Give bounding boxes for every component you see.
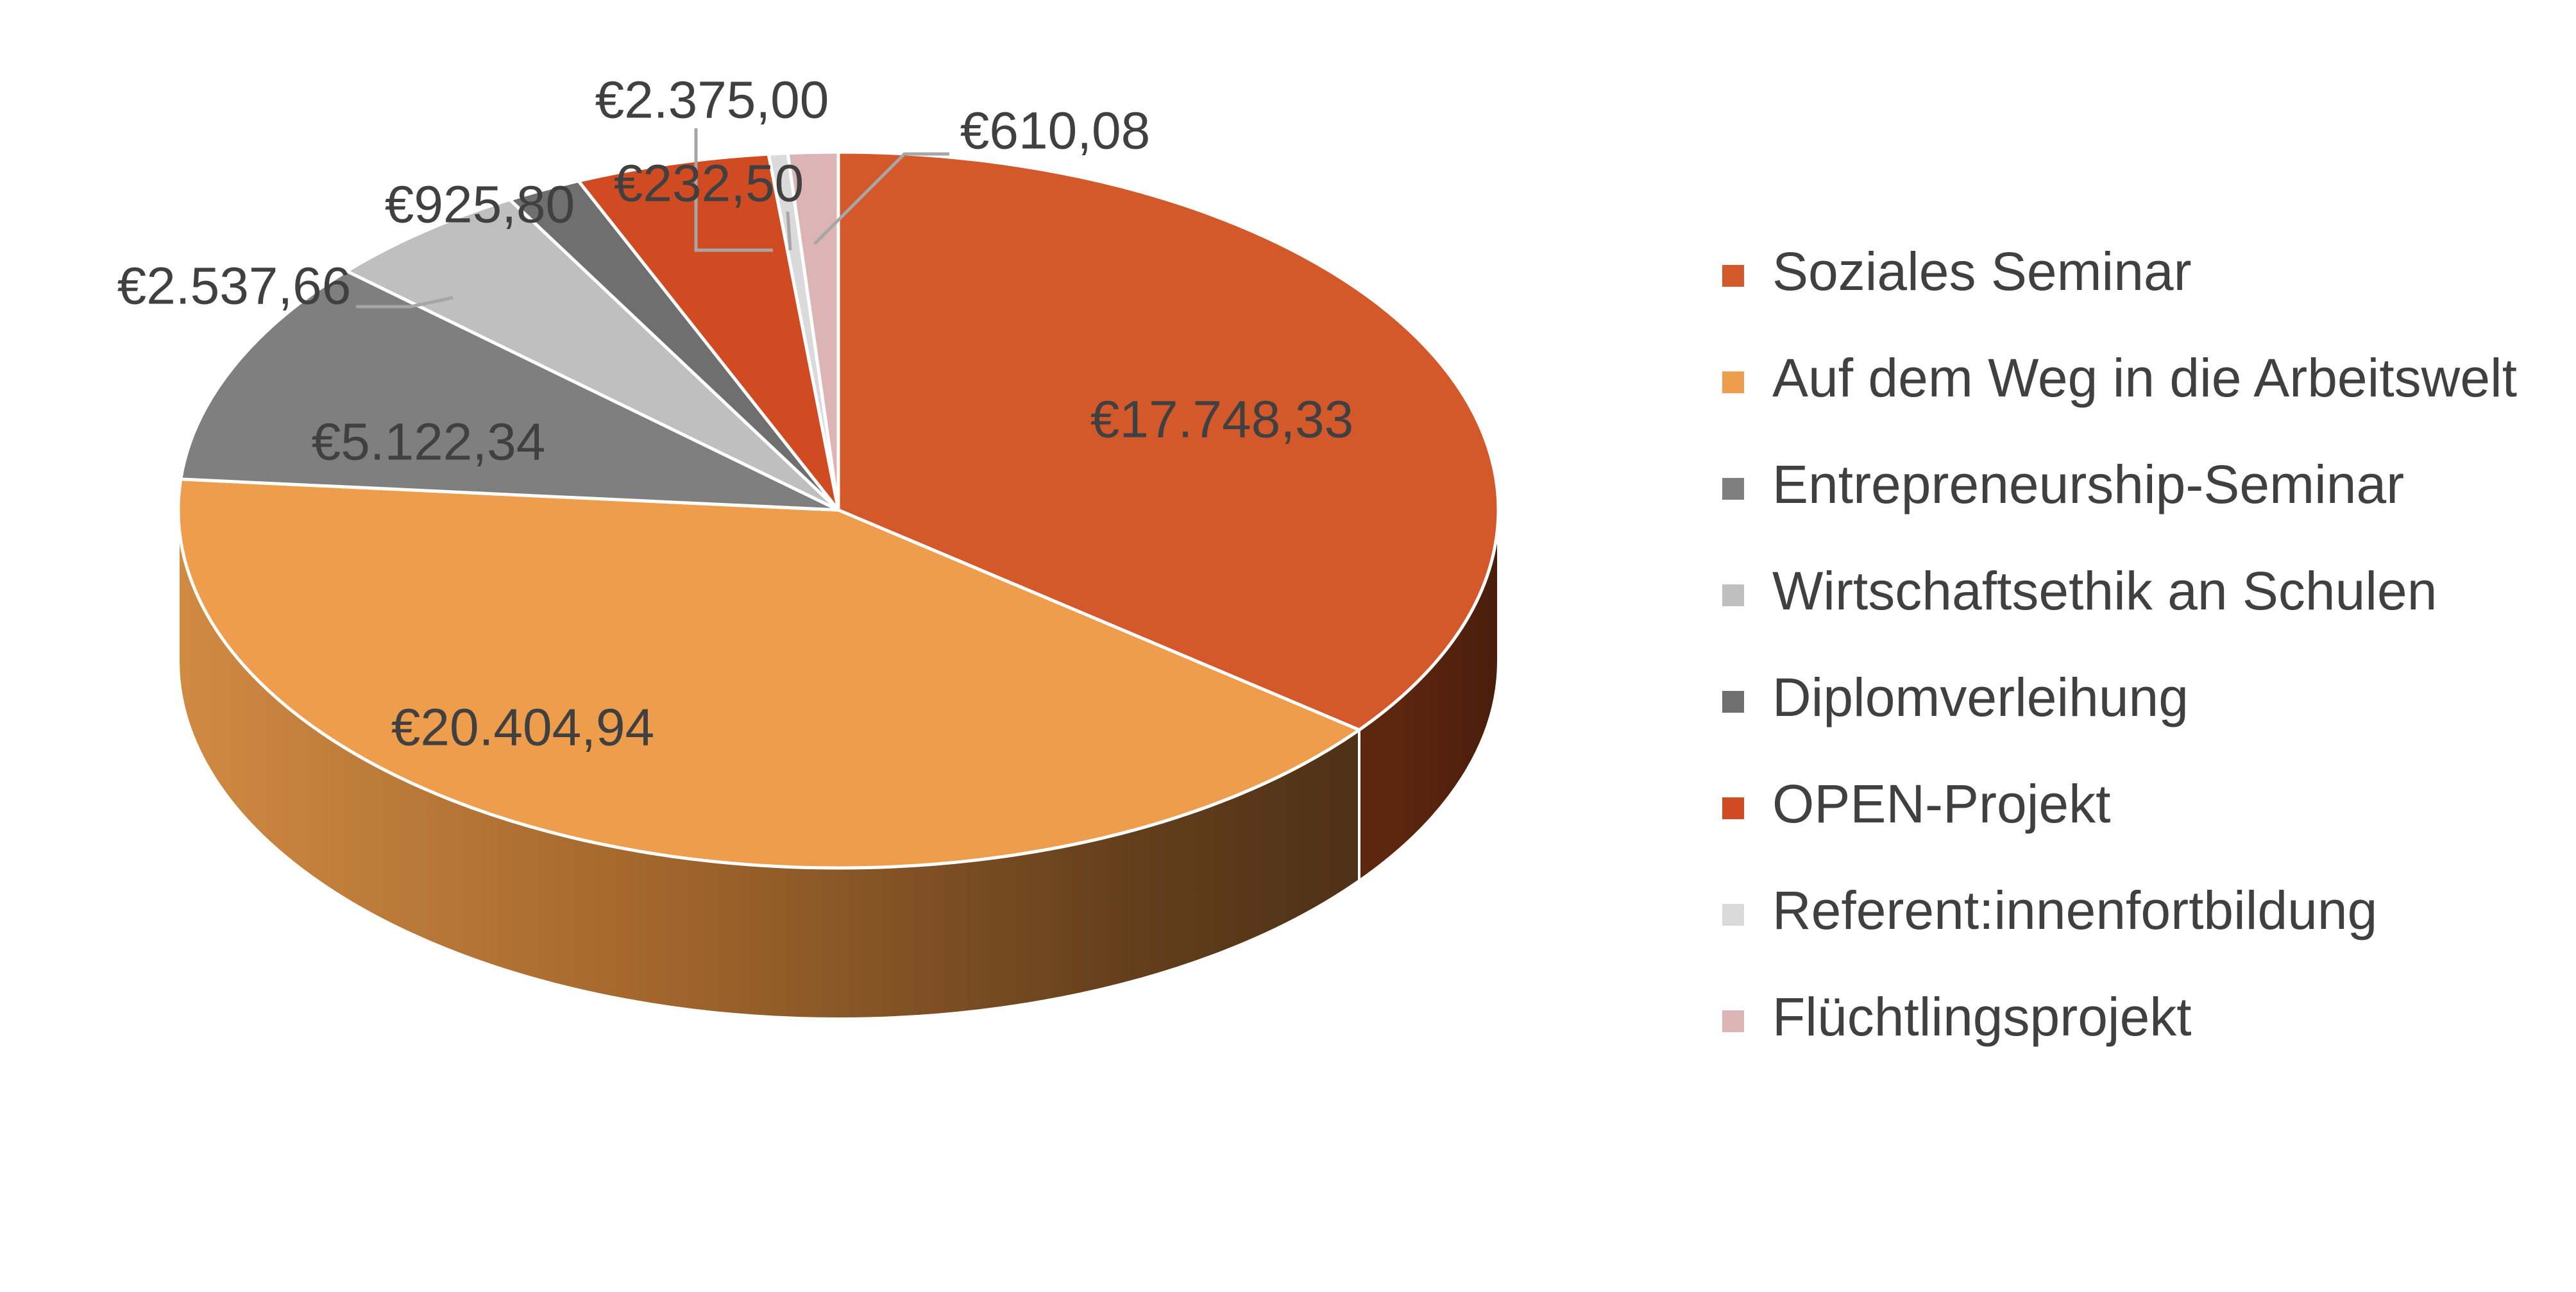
pie-slice-wirtschaftsethik-an-schulen[interactable]: [345, 198, 840, 512]
legend-label: Diplomverleihung: [1772, 667, 2189, 727]
data-labels: €17.748,33 €20.404,94 €5.122,34 €2.537,66 €9…: [117, 71, 1354, 757]
legend-item-soziales-seminar[interactable]: Soziales Seminar: [1722, 241, 2192, 302]
legend-label: Wirtschaftsethik an Schulen: [1772, 561, 2437, 621]
legend-label: Entrepreneurship-Seminar: [1772, 454, 2404, 514]
data-label-fluechtlingsprojekt: €610,08: [960, 102, 1150, 160]
leader-line-wirtschaftsethik-an-schulen: [356, 296, 453, 309]
legend-item-fluechtlingsprojekt[interactable]: Flüchtlingsprojekt: [1722, 987, 2192, 1047]
leader-line-referent-innenfortbildung: [786, 211, 792, 251]
legend: Soziales Seminar Auf dem Weg in die Arbei…: [1722, 241, 2517, 1047]
data-label-soziales-seminar: €17.748,33: [1090, 391, 1353, 449]
legend-item-referent-innenfortbildung[interactable]: Referent:innenfortbildung: [1722, 880, 2377, 940]
legend-swatch: [1722, 584, 1744, 606]
pie-slices: [176, 150, 1500, 870]
data-label-auf-dem-weg-in-die-arbeitswelt: €20.404,94: [391, 699, 654, 757]
legend-item-wirtschaftsethik-an-schulen[interactable]: Wirtschaftsethik an Schulen: [1722, 561, 2437, 621]
pie-slice-fluechtlingsprojekt[interactable]: [786, 150, 840, 512]
legend-swatch: [1722, 1010, 1744, 1032]
legend-item-auf-dem-weg-in-die-arbeitswelt[interactable]: Auf dem Weg in die Arbeitswelt: [1722, 348, 2517, 408]
data-label-entrepreneurship-seminar: €5.122,34: [312, 413, 546, 472]
legend-label: OPEN-Projekt: [1772, 774, 2110, 834]
legend-swatch: [1722, 904, 1744, 926]
pie-slice-open-projekt[interactable]: [577, 152, 840, 512]
legend-swatch: [1722, 371, 1744, 393]
legend-swatch: [1722, 797, 1744, 819]
legend-item-diplomverleihung[interactable]: Diplomverleihung: [1722, 667, 2189, 727]
data-label-diplomverleihung: €925,80: [385, 176, 575, 234]
data-label-open-projekt: €2.375,00: [595, 71, 829, 130]
leader-line-open-projekt: [694, 128, 773, 252]
legend-swatch: [1722, 691, 1744, 713]
legend-label: Flüchtlingsprojekt: [1772, 987, 2192, 1047]
legend-item-entrepreneurship-seminar[interactable]: Entrepreneurship-Seminar: [1722, 454, 2404, 514]
legend-label: Referent:innenfortbildung: [1772, 880, 2377, 940]
legend-swatch: [1722, 265, 1744, 287]
data-label-wirtschaftsethik-an-schulen: €2.537,66: [117, 257, 352, 316]
legend-label: Soziales Seminar: [1772, 241, 2192, 302]
leader-lines: [356, 128, 949, 309]
leader-line-fluechtlingsprojekt: [813, 152, 949, 245]
legend-item-open-projekt[interactable]: OPEN-Projekt: [1722, 774, 2110, 834]
legend-swatch: [1722, 478, 1744, 500]
data-label-referent-innenfortbildung: €232,50: [614, 155, 804, 213]
pie-slice-entrepreneurship-seminar[interactable]: [179, 269, 840, 512]
pie-slice-auf-dem-weg-in-die-arbeitswelt[interactable]: [176, 477, 1361, 870]
legend-label: Auf dem Weg in die Arbeitswelt: [1772, 348, 2517, 408]
pie-slice-soziales-seminar[interactable]: [836, 150, 1500, 732]
